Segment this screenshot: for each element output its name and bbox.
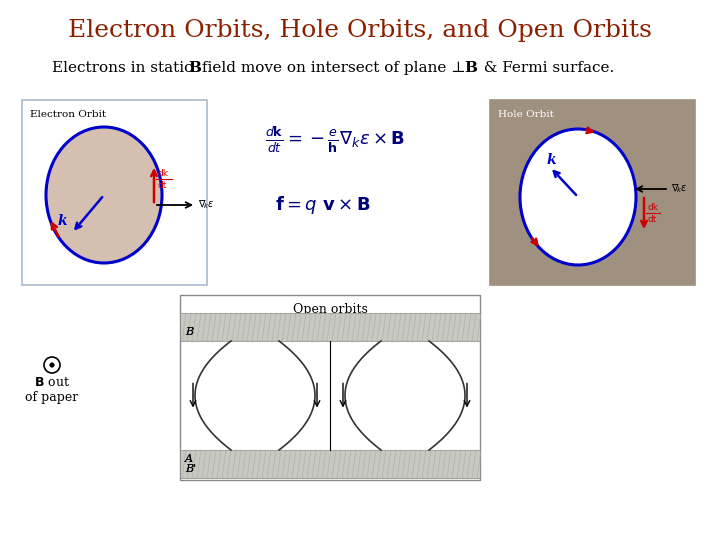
Text: A: A bbox=[185, 454, 193, 464]
Bar bbox=[22, 100, 207, 285]
Text: Electron Orbit: Electron Orbit bbox=[30, 110, 106, 119]
Text: Electron Orbits, Hole Orbits, and Open Orbits: Electron Orbits, Hole Orbits, and Open O… bbox=[68, 18, 652, 42]
Text: dt: dt bbox=[157, 180, 166, 190]
Text: B: B bbox=[185, 327, 193, 337]
Text: dk: dk bbox=[647, 202, 658, 212]
Circle shape bbox=[44, 357, 60, 373]
Text: k: k bbox=[58, 214, 68, 228]
Text: Electrons in static: Electrons in static bbox=[52, 61, 197, 75]
Text: $\mathbf{B}$ out: $\mathbf{B}$ out bbox=[34, 376, 70, 389]
Text: A: A bbox=[185, 454, 193, 464]
Text: Hole Orbit: Hole Orbit bbox=[498, 110, 554, 119]
Text: of paper: of paper bbox=[25, 390, 78, 403]
Bar bbox=[490, 100, 695, 285]
Bar bbox=[180, 313, 480, 341]
Text: $\mathbf{f} = q\ \mathbf{v} \times \mathbf{B}$: $\mathbf{f} = q\ \mathbf{v} \times \math… bbox=[275, 194, 370, 216]
Text: B': B' bbox=[185, 464, 196, 474]
Bar bbox=[180, 450, 480, 478]
Text: $\nabla_{\!k}\varepsilon$: $\nabla_{\!k}\varepsilon$ bbox=[198, 199, 215, 211]
Text: dk: dk bbox=[157, 168, 168, 178]
Text: field move on intersect of plane ⊥: field move on intersect of plane ⊥ bbox=[197, 61, 470, 75]
Text: Open orbits: Open orbits bbox=[292, 303, 367, 316]
Text: B: B bbox=[188, 61, 201, 75]
Ellipse shape bbox=[520, 129, 636, 265]
Circle shape bbox=[50, 363, 54, 367]
Text: B': B' bbox=[185, 464, 196, 474]
Text: $\frac{d\mathbf{k}}{dt} = -\frac{e}{\mathbf{h}} \nabla_k \varepsilon \times \mat: $\frac{d\mathbf{k}}{dt} = -\frac{e}{\mat… bbox=[265, 125, 405, 155]
Bar bbox=[180, 295, 480, 480]
Text: $\nabla_{\!k}\varepsilon$: $\nabla_{\!k}\varepsilon$ bbox=[671, 183, 688, 195]
Text: B: B bbox=[464, 61, 477, 75]
Text: & Fermi surface.: & Fermi surface. bbox=[474, 61, 614, 75]
Text: k: k bbox=[547, 153, 557, 167]
Text: B: B bbox=[185, 327, 193, 337]
Ellipse shape bbox=[46, 127, 162, 263]
Text: dt: dt bbox=[647, 214, 657, 224]
